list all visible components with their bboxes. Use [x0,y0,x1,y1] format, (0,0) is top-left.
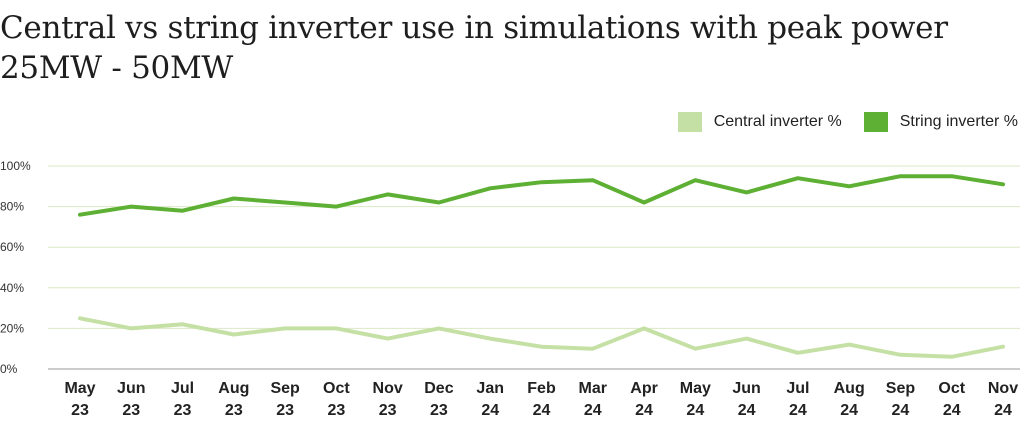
y-tick-label: 80% [0,200,24,214]
x-tick-label-month: Jun [117,380,145,397]
x-tick-label-year: 23 [71,402,89,419]
x-tick-label-month: Dec [424,380,453,397]
x-tick-label-year: 23 [430,402,448,419]
x-tick-label-month: Jan [476,380,504,397]
y-tick-label: 0% [0,362,18,376]
x-tick-label-month: Sep [886,380,916,397]
legend-label-central: Central inverter % [713,113,842,130]
series-line-string [78,174,1005,217]
chart-legend: Central inverter % String inverter % [656,112,1018,132]
y-tick-label: 40% [0,281,24,295]
x-tick-label-year: 24 [840,402,858,419]
y-tick-label: 100% [0,159,31,173]
x-tick-label-month: Oct [938,380,965,397]
legend-label-string: String inverter % [899,113,1018,130]
x-tick-label-year: 24 [943,402,961,419]
x-tick-label-year: 23 [276,402,294,419]
legend-swatch-central [677,112,702,132]
x-tick-label-month: Aug [218,380,249,397]
x-tick-label-month: Jul [786,380,809,397]
x-tick-label-month: Nov [373,380,403,397]
x-tick-label-month: Aug [834,380,865,397]
x-tick-label-year: 23 [379,402,397,419]
x-tick-label-month: Jun [732,380,760,397]
x-tick-label-year: 24 [738,402,756,419]
x-tick-label-year: 23 [327,402,345,419]
x-tick-label-year: 24 [892,402,910,419]
x-tick-label-month: Apr [630,380,658,397]
x-tick-label-month: Sep [270,380,300,397]
chart-title: Central vs string inverter use in simula… [0,10,948,86]
series-line-central [78,316,1005,359]
x-tick-label-year: 24 [994,402,1012,419]
x-tick-label-year: 23 [225,402,243,419]
x-tick-label-year: 24 [533,402,551,419]
x-tick-label-year: 23 [174,402,192,419]
x-tick-label-month: Nov [988,380,1018,397]
y-tick-label: 20% [0,321,24,335]
x-tick-label-year: 23 [122,402,140,419]
x-tick-label-year: 24 [481,402,499,419]
x-tick-label-month: May [64,380,95,397]
x-tick-label-year: 24 [789,402,807,419]
x-tick-label-month: Mar [579,380,607,397]
x-tick-label-year: 24 [635,402,653,419]
x-tick-label-year: 24 [686,402,704,419]
x-tick-label-month: Jul [171,380,194,397]
legend-swatch-string [863,112,888,132]
y-tick-label: 60% [0,240,24,254]
x-tick-label-year: 24 [584,402,602,419]
x-tick-label-month: Feb [527,380,556,397]
legend-item-string: String inverter % [863,112,1018,132]
x-tick-label-month: Oct [323,380,350,397]
x-tick-label-month: May [680,380,711,397]
legend-item-central: Central inverter % [677,112,842,132]
